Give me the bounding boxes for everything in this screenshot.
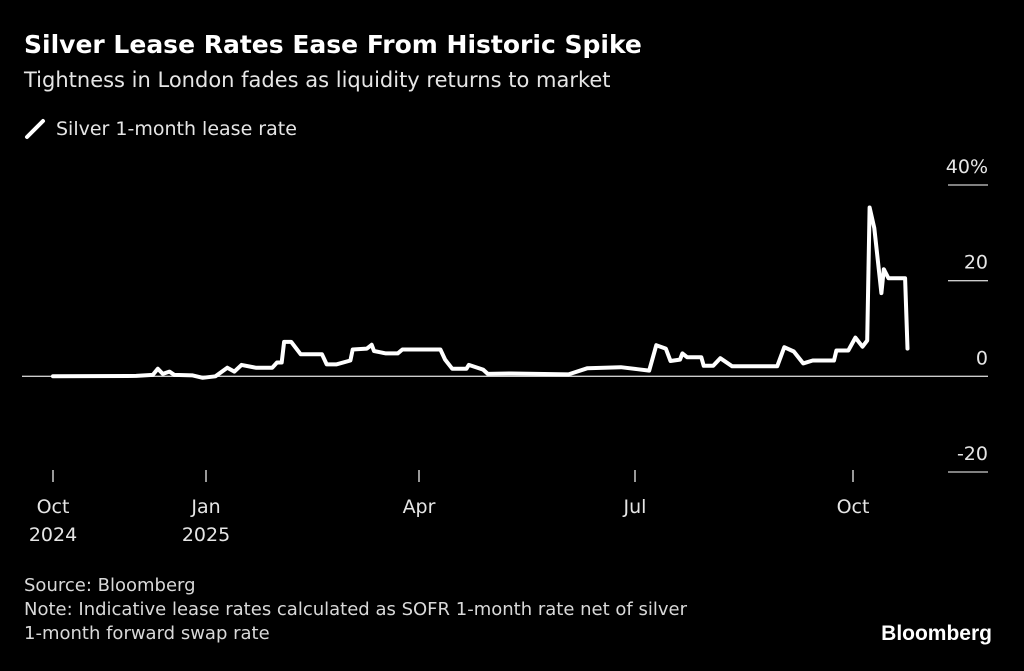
y-tick-label: -20 — [957, 443, 988, 465]
chart-subtitle: Tightness in London fades as liquidity r… — [24, 68, 611, 92]
bloomberg-logo: Bloomberg — [881, 622, 992, 645]
source-text: Source: Bloomberg — [24, 575, 196, 596]
x-tick-year-label: 2024 — [29, 524, 77, 546]
note-text-line1: Note: Indicative lease rates calculated … — [24, 599, 687, 620]
x-tick-label: Apr — [403, 496, 436, 518]
y-tick-label: 40% — [946, 156, 988, 178]
x-tick-label: Oct — [837, 496, 870, 518]
y-tick-label: 0 — [976, 347, 988, 369]
legend: Silver 1-month lease rate — [24, 118, 297, 140]
y-tick-label: 20 — [964, 252, 988, 274]
x-tick-label: Jul — [623, 496, 647, 518]
x-tick-label: Oct — [37, 496, 70, 518]
x-tick-label: Jan — [190, 496, 220, 518]
series-line-silver-lease-rate — [51, 205, 910, 380]
note-text-line2: 1-month forward swap rate — [24, 623, 270, 644]
chart-title: Silver Lease Rates Ease From Historic Sp… — [24, 30, 642, 59]
footer: Source: Bloomberg Note: Indicative lease… — [24, 574, 687, 646]
legend-line-icon — [25, 119, 45, 139]
x-tick-year-label: 2025 — [182, 524, 230, 546]
legend-label: Silver 1-month lease rate — [56, 118, 297, 140]
